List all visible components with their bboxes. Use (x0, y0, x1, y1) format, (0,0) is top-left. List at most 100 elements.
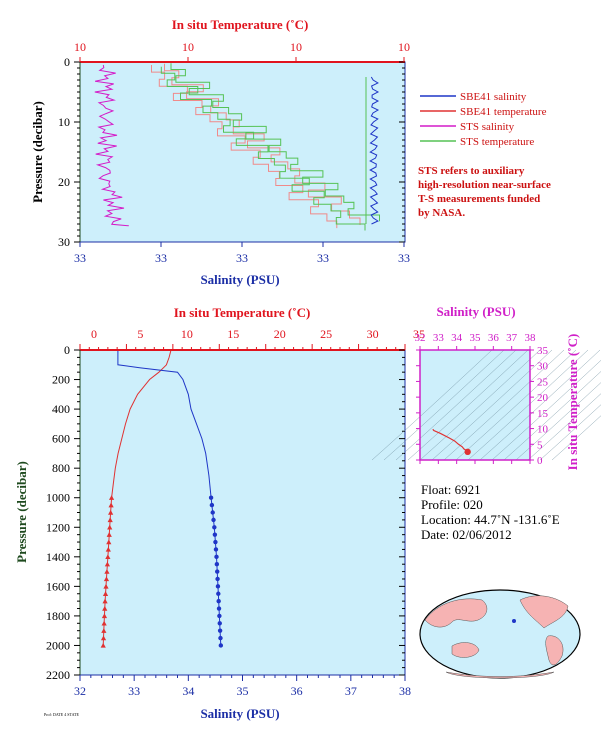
salinity-marker (217, 613, 222, 619)
bottom-plot-series (100, 349, 224, 648)
temperature-marker (107, 524, 113, 530)
bottom-sal-axis-title: Salinity (PSU) (200, 706, 279, 721)
bottom-temp-tick-label: 10 (181, 327, 193, 341)
map-land-asia (424, 598, 488, 628)
salinity-marker (209, 502, 215, 508)
bottom-pressure-tick-label: 1800 (46, 609, 70, 623)
density-contour (467, 349, 589, 461)
ts-temp-axis-title: In situ Temperature (˚C) (565, 334, 580, 471)
bottom-plot-area (80, 350, 405, 675)
bottom-pressure-tick-label: 2000 (46, 638, 70, 652)
legend-label: STS temperature (460, 136, 534, 148)
salinity-marker (216, 591, 221, 596)
ts-sal-tick-label: 32 (415, 332, 426, 344)
top-sal-axis-title: Salinity (PSU) (200, 272, 279, 287)
top-temp-tick-label: 10 (290, 40, 302, 54)
sbe41-salinity-line (117, 350, 222, 646)
salinity-marker (214, 554, 219, 560)
temperature-marker (101, 628, 107, 633)
bottom-sal-tick-label: 34 (182, 684, 194, 698)
sts-temperature-pink-line (164, 63, 361, 225)
top-pressure-tick-label: 30 (58, 235, 70, 249)
ts-sal-tick-label: 35 (470, 332, 482, 344)
temperature-marker (100, 642, 106, 648)
temperature-marker (103, 583, 109, 589)
ts-temp-tick-label: 20 (537, 392, 549, 404)
bottom-pressure-tick-label: 0 (64, 343, 70, 357)
density-contour (527, 393, 601, 461)
info-date: Date: 02/06/2012 (421, 527, 512, 542)
map-land (424, 595, 569, 679)
note-line: by NASA. (418, 207, 465, 219)
salinity-marker (211, 517, 216, 523)
temperature-marker (102, 605, 108, 611)
legend-label: STS salinity (460, 121, 515, 133)
ts-sal-tick-label: 34 (451, 332, 463, 344)
temperature-marker (102, 591, 109, 596)
top-note: STS refers to auxiliary high-resolution … (418, 165, 551, 219)
bottom-temp-tick-label: 5 (137, 327, 143, 341)
top-temp-tick-label: 10 (182, 40, 194, 54)
temperature-marker (108, 495, 115, 500)
info-float: Float: 6921 (421, 482, 481, 497)
footer-small-text: Prof: DATE 4 STATE (44, 712, 79, 717)
ts-sal-tick-label: 37 (506, 332, 518, 344)
bottom-temp-tick-label: 25 (320, 327, 332, 341)
float-info: Float: 6921 Profile: 020 Location: 44.7˚… (421, 482, 560, 542)
salinity-marker (212, 532, 218, 537)
info-profile: Profile: 020 (421, 497, 483, 512)
density-contour (431, 349, 553, 461)
salinity-marker (217, 621, 222, 626)
bottom-pressure-tick-label: 200 (52, 373, 70, 387)
temperature-marker (102, 598, 108, 604)
bottom-pressure-axis-title: Pressure (decibar) (14, 461, 29, 563)
salinity-marker (215, 576, 220, 582)
temperature-marker (108, 502, 114, 508)
temperature-marker (104, 568, 110, 574)
top-pressure-tick-label: 10 (58, 115, 70, 129)
density-contour (539, 404, 601, 461)
bottom-temp-tick-labels: 0 5 10 15 20 25 30 35 (91, 327, 425, 341)
temperature-marker (103, 576, 110, 582)
sts-temperature-line (160, 66, 366, 231)
float-location-marker (512, 619, 516, 623)
ts-ticks (416, 346, 534, 464)
bottom-sal-tick-label: 32 (74, 684, 86, 698)
bottom-sal-tick-labels: 32 33 34 35 36 37 38 (74, 684, 411, 698)
ts-deep-cluster (464, 448, 471, 456)
bottom-pressure-tick-label: 1400 (46, 550, 70, 564)
temperature-marker (106, 539, 112, 545)
top-sal-tick-label: 33 (236, 251, 248, 265)
note-line: high-resolution near-surface (418, 179, 551, 191)
density-contour (443, 349, 565, 461)
bottom-sal-tick-label: 33 (128, 684, 140, 698)
top-pressure-tick-label: 0 (64, 55, 70, 69)
ts-temp-tick-label: 30 (537, 361, 549, 373)
legend-label: SBE41 salinity (460, 91, 527, 103)
bottom-pressure-tick-label: 1200 (46, 520, 70, 534)
top-legend: SBE41 salinity SBE41 temperature STS sal… (420, 91, 547, 148)
salinity-marker (213, 547, 219, 552)
top-temp-tick-label: 10 (398, 40, 410, 54)
bottom-temp-tick-label: 35 (413, 327, 425, 341)
temperature-marker (100, 635, 107, 641)
ts-temp-tick-label: 0 (537, 455, 543, 467)
ts-plot-area (420, 350, 530, 460)
note-line: STS refers to auxiliary (418, 165, 525, 177)
ts-density-contours (371, 349, 601, 461)
bottom-pressure-tick-label: 1000 (46, 491, 70, 505)
temperature-marker (106, 532, 112, 537)
ts-temp-tick-labels: 35 30 25 20 15 10 5 0 (537, 345, 549, 467)
ts-temp-tick-label: 35 (537, 345, 549, 357)
top-sal-tick-label: 33 (74, 251, 86, 265)
salinity-marker (218, 635, 223, 641)
bottom-temp-tick-label: 30 (367, 327, 379, 341)
density-contour (551, 415, 601, 461)
top-temp-axis-title: In situ Temperature (˚C) (172, 17, 309, 32)
salinity-marker (208, 495, 214, 500)
info-location: Location: 44.7˚N -131.6˚E (421, 512, 560, 527)
bottom-sal-tick-label: 38 (399, 684, 411, 698)
ts-sal-tick-labels: 32 33 34 35 36 37 38 (415, 332, 537, 344)
top-sal-tick-label: 33 (317, 251, 329, 265)
